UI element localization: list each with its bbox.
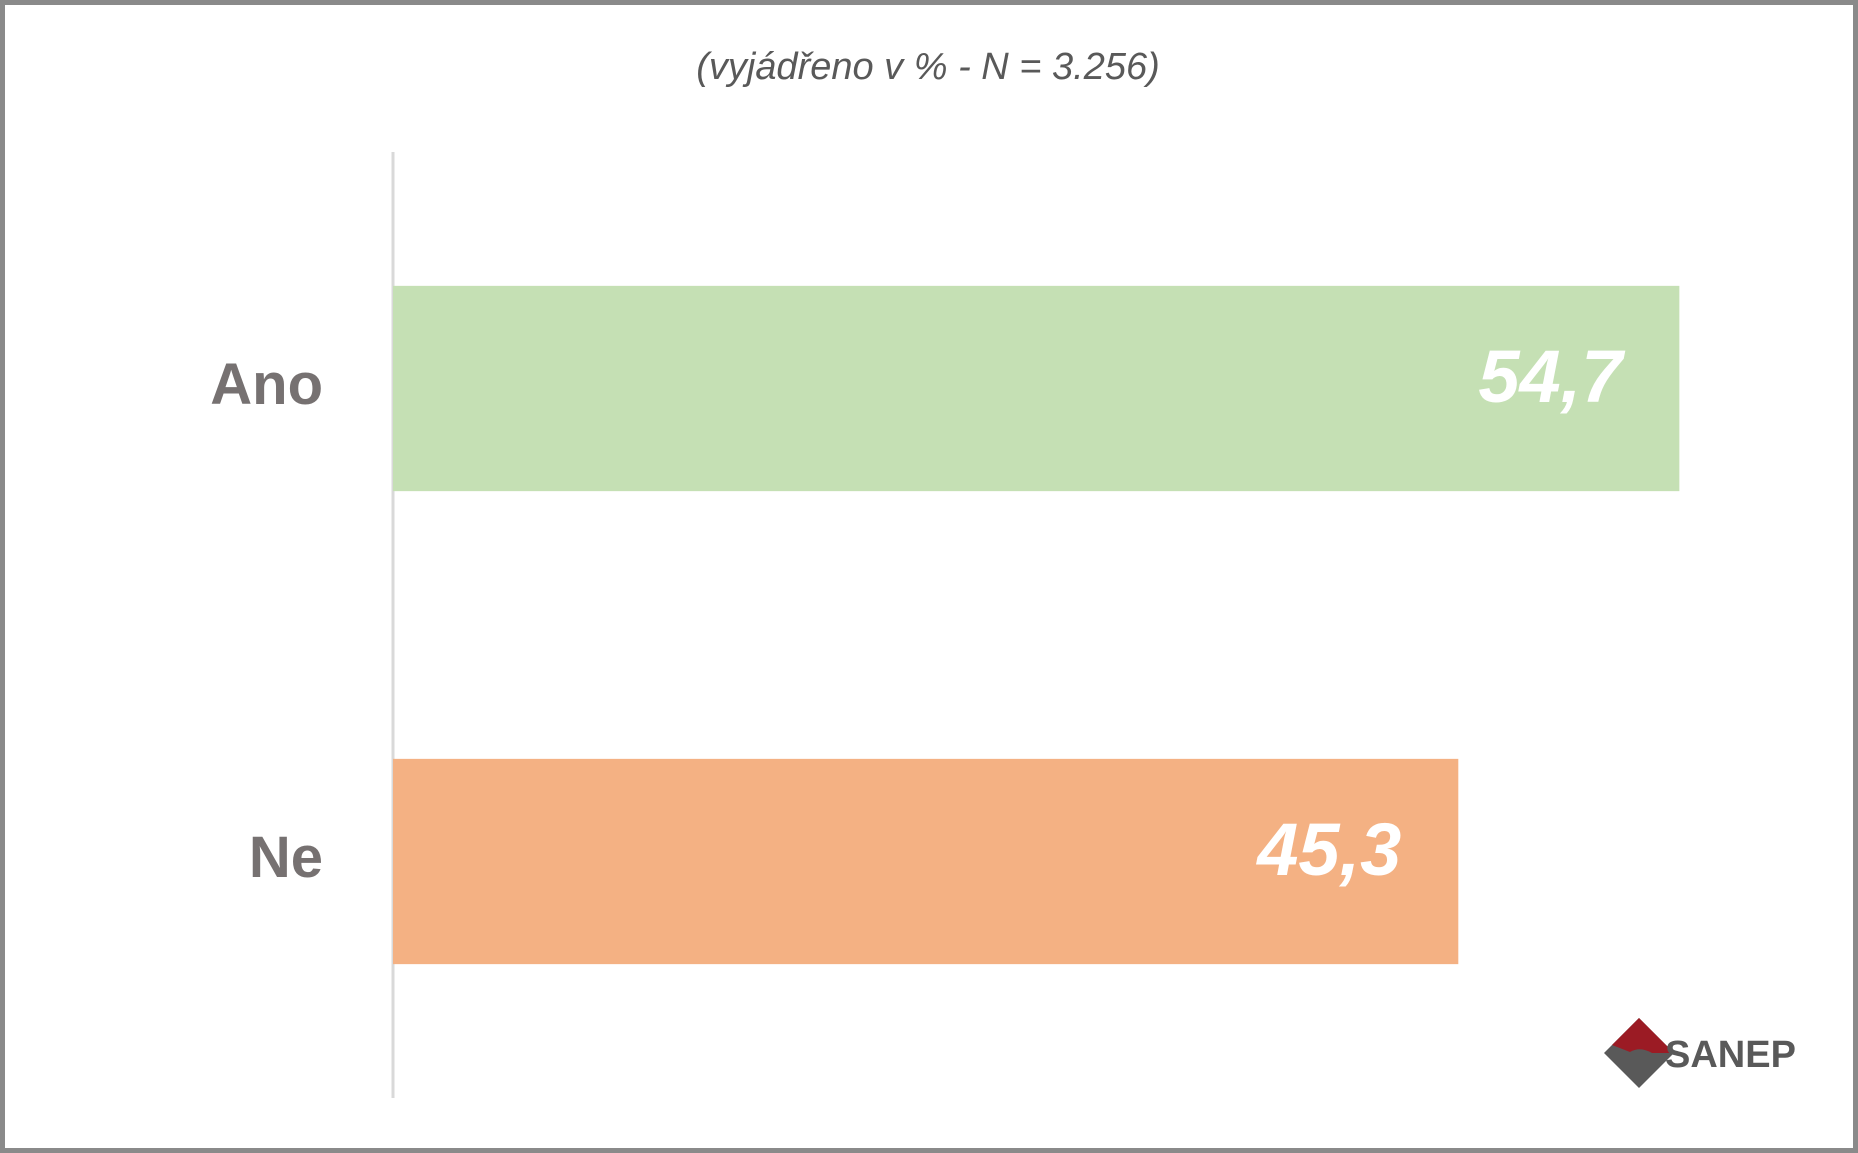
logo-text: SANEP [1665, 1034, 1796, 1076]
value-label: 45,3 [1255, 808, 1401, 891]
logo: SANEP [1604, 1018, 1796, 1088]
chart-subtitle: (vyjádřeno v % - N = 3.256) [696, 46, 1160, 88]
category-label: Ano [210, 352, 323, 417]
value-label: 54,7 [1478, 335, 1626, 418]
bar [393, 758, 1459, 965]
logo-accent [1612, 1018, 1674, 1053]
category-label: Ne [249, 825, 323, 890]
bar [393, 285, 1680, 492]
